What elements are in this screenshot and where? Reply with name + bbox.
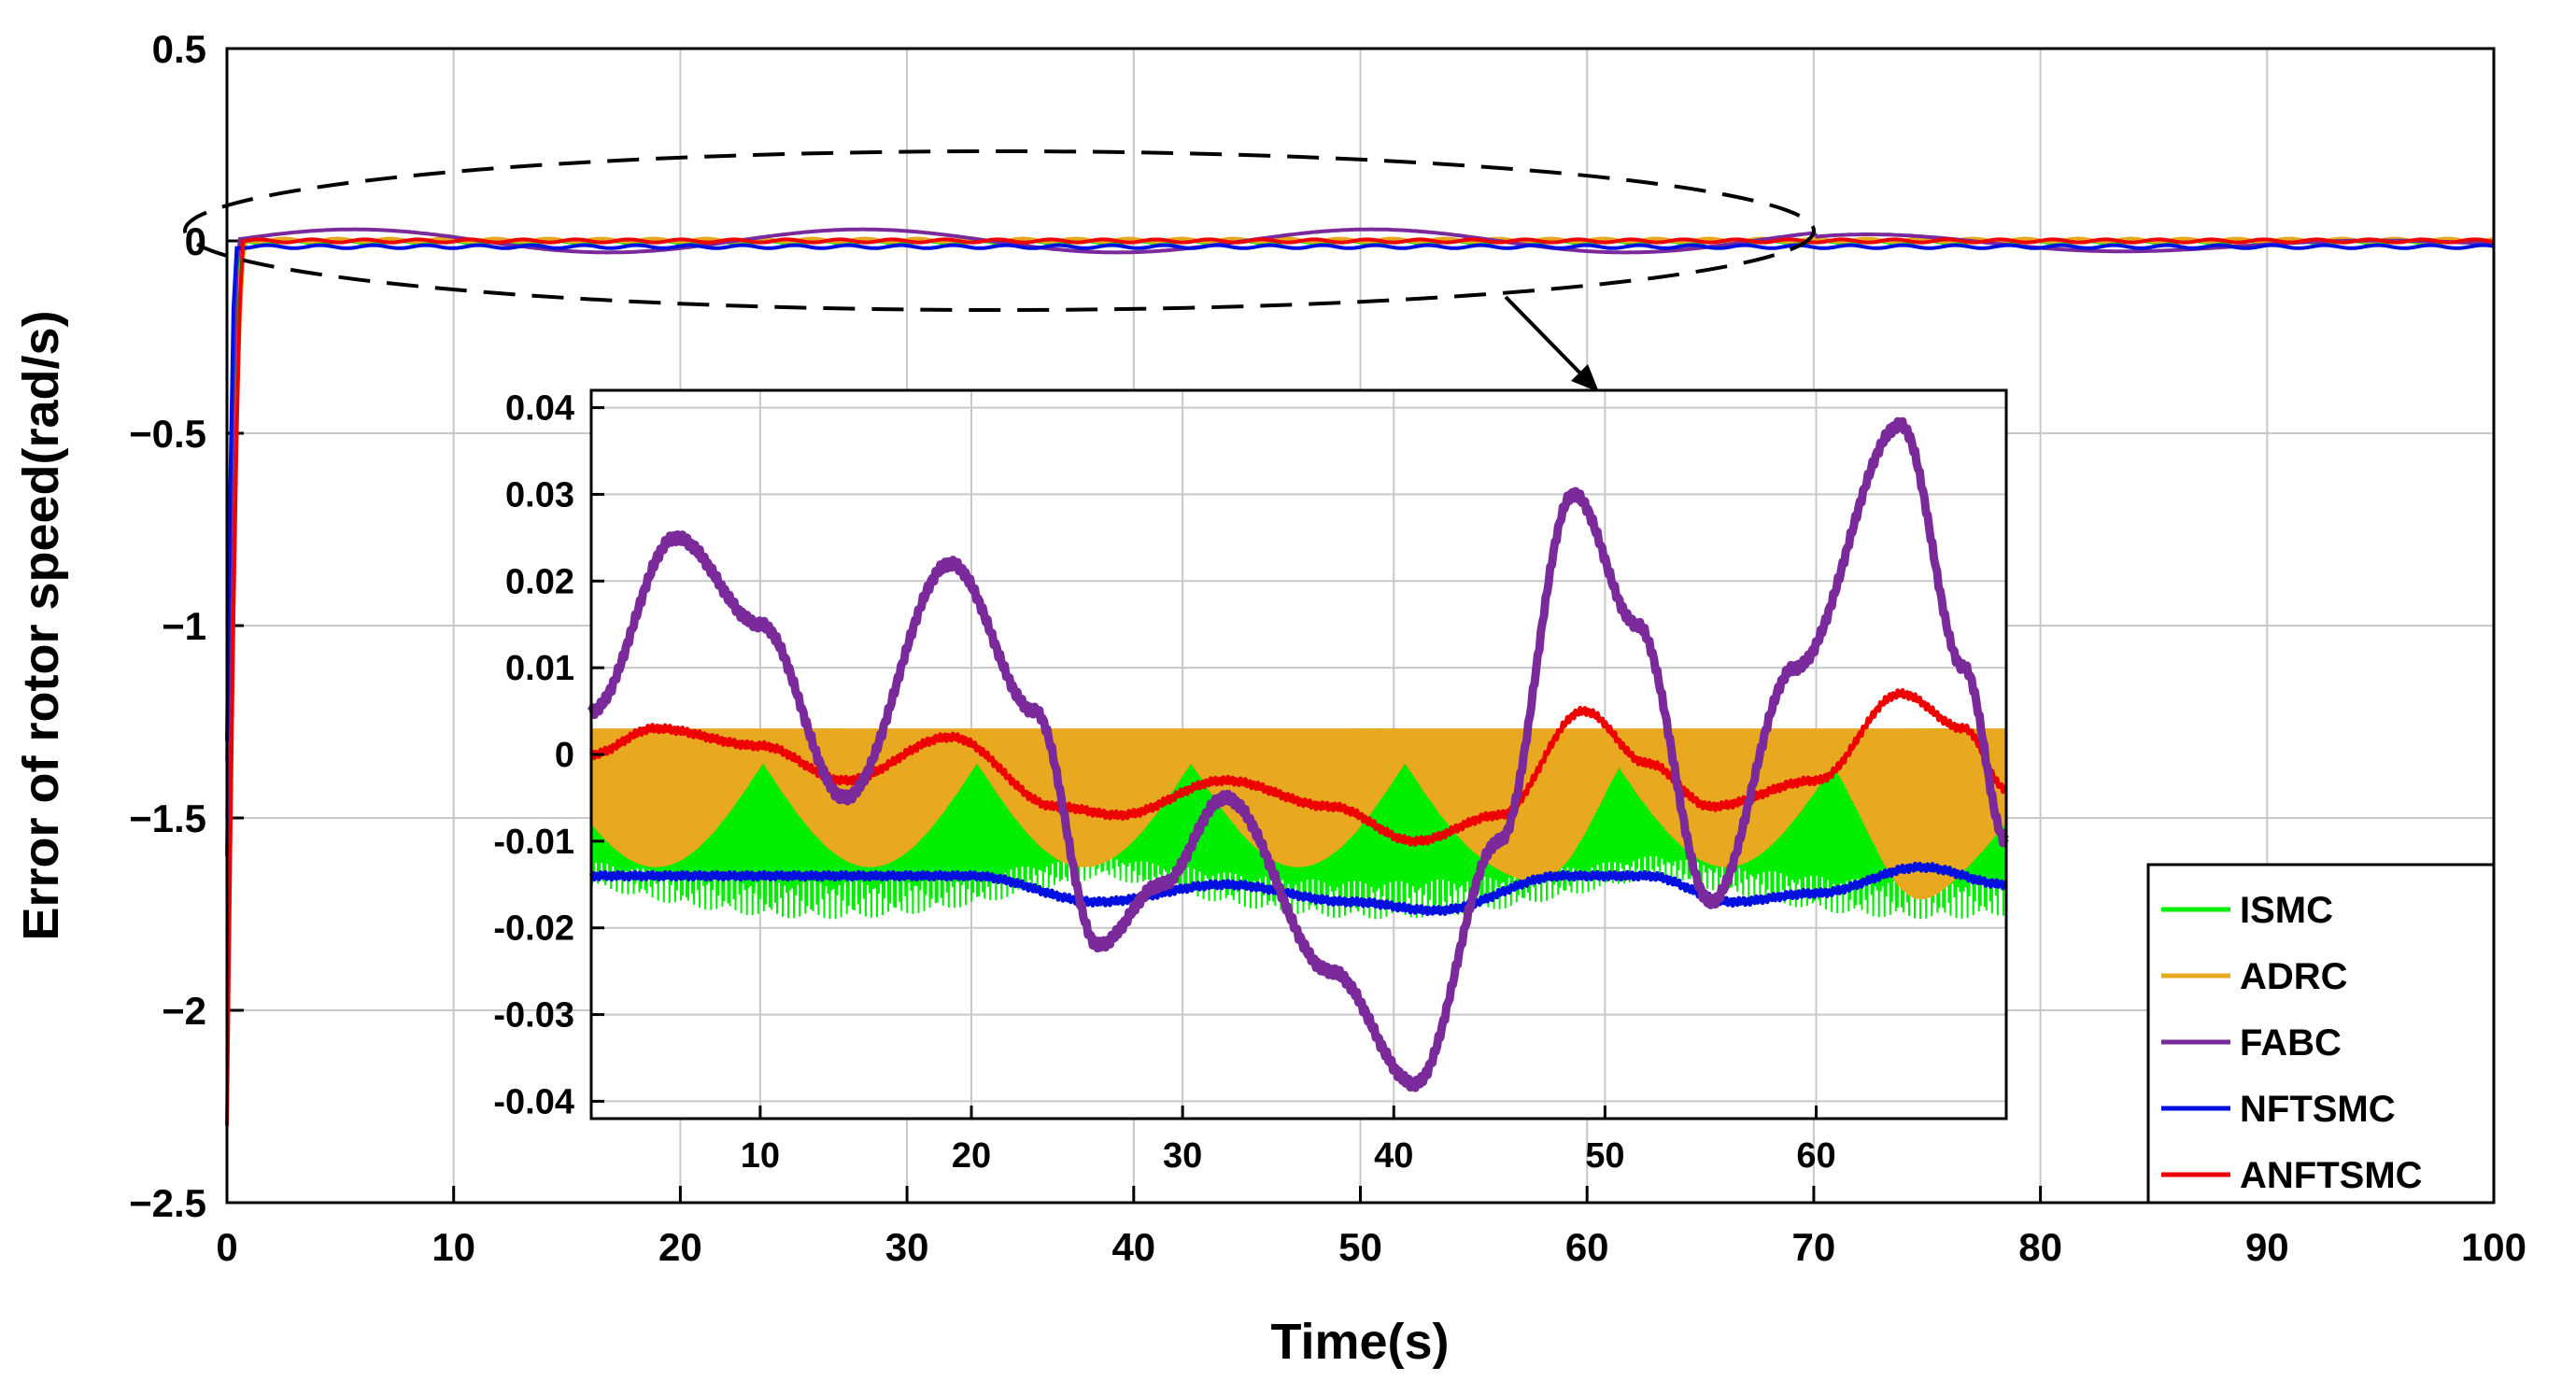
zoom-annotation (183, 149, 1816, 392)
inset-chart: 10 20 30 40 50 60 0.04 0.03 0.02 0.01 0 -0.01 -0.02 -… (493, 388, 2009, 1176)
inset-xtick-label: 30 (1163, 1136, 1202, 1176)
zoom-arrow-line (1504, 295, 1590, 383)
legend-label-nftsmc: NFTSMC (2240, 1089, 2396, 1130)
inset-series-fabc (587, 416, 2009, 1092)
legend-label-adrc: ADRC (2240, 956, 2348, 997)
main-ytick-label: 0 (185, 219, 206, 263)
inset-series-lines (587, 416, 2009, 1092)
legend: ISMC ADRC FABC NFTSMC ANFTSMC (2146, 863, 2496, 1205)
main-xtick-label: 40 (1111, 1225, 1155, 1269)
main-xtick-label: 20 (658, 1225, 702, 1269)
legend-entries: ISMC ADRC FABC NFTSMC ANFTSMC (2161, 890, 2423, 1196)
main-ytick-label: −2.5 (129, 1181, 206, 1225)
inset-xtick-label: 50 (1585, 1136, 1624, 1176)
main-series-nftsmc (225, 243, 2495, 741)
inset-ytick-label: -0.01 (493, 823, 574, 862)
main-series-anftsmc (225, 237, 2495, 1126)
main-xtick-label: 0 (216, 1225, 237, 1269)
inset-series-adrc (590, 728, 2007, 900)
x-axis-label: Time(s) (1270, 1314, 1449, 1370)
inset-xtick-label: 60 (1796, 1136, 1835, 1176)
legend-label-fabc: FABC (2240, 1022, 2342, 1064)
inset-ytick-label: -0.04 (493, 1082, 574, 1121)
main-xtick-label: 70 (1792, 1225, 1836, 1269)
inset-ytick-label: 0.02 (505, 562, 574, 601)
main-xtick-label: 30 (885, 1225, 929, 1269)
main-plot-frame (225, 47, 2496, 1205)
main-series-fabc (225, 227, 2495, 857)
y-axis-label: Error of rotor speed(rad/s) (13, 310, 69, 940)
inset-ytick-label: 0.01 (505, 649, 574, 688)
main-series-lines (225, 227, 2495, 1126)
main-xtick-label: 50 (1338, 1225, 1382, 1269)
zoom-arrow-head (1571, 364, 1599, 392)
inset-xtick-label: 20 (952, 1136, 991, 1176)
inset-series-nftsmc (588, 861, 2008, 917)
main-xtick-label: 10 (432, 1225, 475, 1269)
legend-label-ismc: ISMC (2240, 890, 2333, 931)
inset-ytick-label: 0.03 (505, 475, 574, 514)
inset-ytick-label: -0.03 (493, 996, 574, 1036)
main-ytick-label: −1.5 (129, 796, 206, 840)
legend-label-anftsmc: ANFTSMC (2240, 1155, 2423, 1196)
zoom-ellipse (183, 149, 1816, 312)
inset-xtick-label: 10 (741, 1136, 780, 1176)
main-xtick-label: 100 (2461, 1225, 2526, 1269)
main-xtick-label: 80 (2018, 1225, 2062, 1269)
main-xtick-label: 60 (1565, 1225, 1609, 1269)
main-ytick-label: −2 (162, 989, 206, 1033)
main-ytick-label: 0.5 (152, 27, 206, 71)
inset-xtick-label: 40 (1374, 1136, 1413, 1176)
inset-ytick-label: -0.02 (493, 909, 574, 949)
main-ytick-label: −0.5 (129, 412, 206, 456)
inset-tick-labels: 10 20 30 40 50 60 0.04 0.03 0.02 0.01 0 -0.01 -0.02 -… (493, 389, 1835, 1176)
main-ytick-label: −1 (162, 604, 206, 648)
inset-ytick-label: 0 (555, 736, 574, 775)
inset-ytick-label: 0.04 (505, 389, 574, 429)
legend-box (2146, 863, 2496, 1205)
main-tick-labels: 0 10 20 30 40 50 60 70 80 90 1000.50−0.5−1−1.5−2−2… (129, 27, 2526, 1269)
main-xtick-label: 90 (2245, 1225, 2289, 1269)
